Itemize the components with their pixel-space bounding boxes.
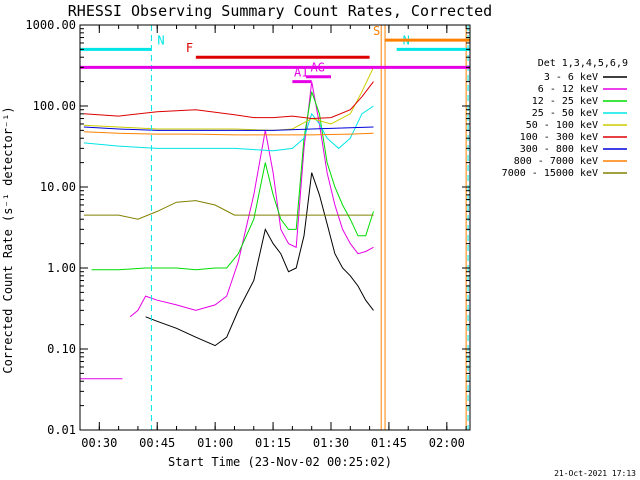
- annotation-label-4: A1: [294, 66, 308, 80]
- legend-entry-label: 25 - 50 keV: [532, 108, 598, 119]
- annotation-label-2: F: [186, 41, 193, 55]
- series-line-8: [83, 200, 374, 220]
- x-axis-label: Start Time (23-Nov-02 00:25:02): [168, 455, 392, 469]
- x-tick-label: 02:00: [429, 436, 465, 450]
- legend-title: Det 1,3,4,5,6,9: [538, 58, 628, 69]
- series-line-1: [129, 81, 374, 318]
- series-line-3: [83, 105, 374, 152]
- series-line-5: [83, 81, 374, 120]
- y-tick-label: 0.10: [47, 342, 76, 356]
- y-tick-label: 10.00: [40, 180, 76, 194]
- legend-entry-label: 100 - 300 keV: [520, 132, 598, 143]
- series-line-2: [91, 91, 374, 271]
- legend-entry-label: 6 - 12 keV: [538, 84, 598, 95]
- series-line-7: [83, 131, 374, 136]
- footer-date: 21-Oct-2021 17:13: [554, 469, 636, 478]
- legend-entry-label: 50 - 100 keV: [526, 120, 598, 131]
- x-tick-label: 01:15: [255, 436, 291, 450]
- legend-entry-label: 3 - 6 keV: [544, 72, 598, 83]
- y-axis-label: Corrected Count Rate (s⁻¹ detector⁻¹): [1, 106, 15, 373]
- series-line-6: [83, 126, 374, 131]
- x-tick-label: 01:45: [371, 436, 407, 450]
- y-tick-label: 1000.00: [25, 18, 76, 32]
- legend-entry-label: 800 - 7000 keV: [514, 156, 598, 167]
- annotation-label-0: N: [157, 33, 164, 47]
- x-tick-label: 01:00: [197, 436, 233, 450]
- legend-entry-label: 300 - 800 keV: [520, 144, 598, 155]
- x-tick-label: 01:30: [313, 436, 349, 450]
- plot-frame: [79, 24, 471, 431]
- x-tick-label: 00:45: [139, 436, 175, 450]
- x-tick-label: 00:30: [81, 436, 117, 450]
- annotation-label-5: S: [373, 24, 380, 38]
- y-tick-label: 100.00: [33, 99, 76, 113]
- chart-title: RHESSI Observing Summary Count Rates, Co…: [68, 2, 492, 20]
- y-tick-label: 1.00: [47, 261, 76, 275]
- y-tick-label: 0.01: [47, 423, 76, 437]
- series-line-0: [145, 172, 374, 347]
- legend-entry-label: 7000 - 15000 keV: [502, 168, 598, 179]
- legend-entry-label: 12 - 25 keV: [532, 96, 598, 107]
